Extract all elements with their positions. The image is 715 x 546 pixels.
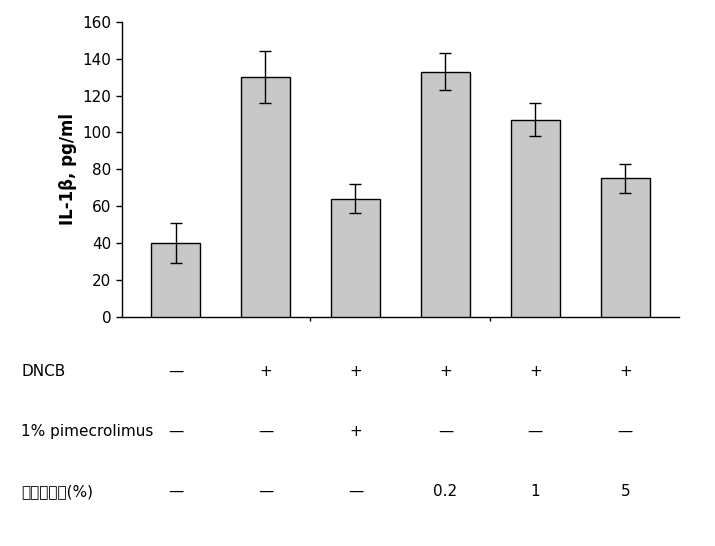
Text: 1% pimecrolimus: 1% pimecrolimus [21,424,154,439]
Text: —: — [438,424,453,439]
Text: —: — [168,484,183,499]
Text: 5: 5 [621,484,630,499]
Text: —: — [168,364,183,379]
Text: +: + [349,424,362,439]
Text: +: + [439,364,452,379]
Bar [420,72,470,317]
Bar [511,120,560,317]
Text: +: + [619,364,631,379]
Bar [151,243,200,317]
Text: 내택천금산(%): 내택천금산(%) [21,484,94,499]
Text: 0.2: 0.2 [433,484,458,499]
Text: DNCB: DNCB [21,364,66,379]
Bar [241,77,290,317]
Text: —: — [168,424,183,439]
Text: —: — [618,424,633,439]
Text: +: + [529,364,542,379]
Text: —: — [347,484,363,499]
Text: —: — [258,484,273,499]
Text: —: — [528,424,543,439]
Text: 1: 1 [531,484,540,499]
Bar [331,199,380,317]
Y-axis label: IL-1β, pg/ml: IL-1β, pg/ml [59,113,77,225]
Text: —: — [258,424,273,439]
Text: +: + [349,364,362,379]
Text: +: + [259,364,272,379]
Bar [601,179,650,317]
